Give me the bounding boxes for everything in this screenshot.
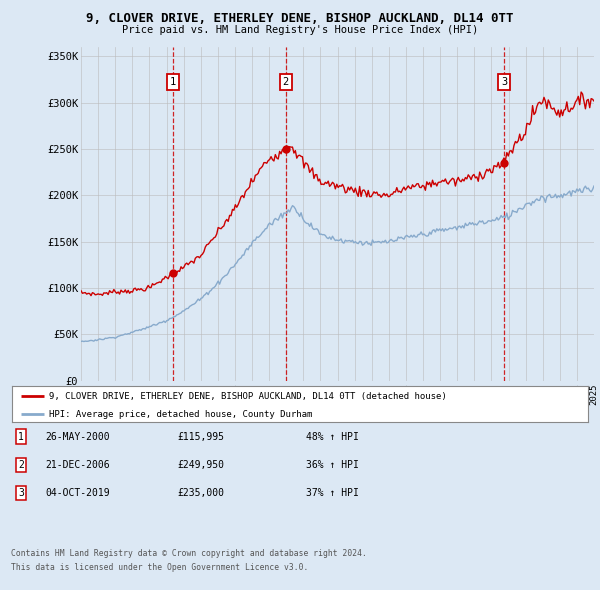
Text: 3: 3 bbox=[501, 77, 508, 87]
Text: Contains HM Land Registry data © Crown copyright and database right 2024.: Contains HM Land Registry data © Crown c… bbox=[11, 549, 367, 558]
Text: 21-DEC-2006: 21-DEC-2006 bbox=[45, 460, 110, 470]
Text: 37% ↑ HPI: 37% ↑ HPI bbox=[306, 489, 359, 498]
Text: £115,995: £115,995 bbox=[177, 432, 224, 441]
Text: 9, CLOVER DRIVE, ETHERLEY DENE, BISHOP AUCKLAND, DL14 0TT (detached house): 9, CLOVER DRIVE, ETHERLEY DENE, BISHOP A… bbox=[49, 392, 447, 401]
Text: 36% ↑ HPI: 36% ↑ HPI bbox=[306, 460, 359, 470]
Text: 2: 2 bbox=[283, 77, 289, 87]
Text: Price paid vs. HM Land Registry's House Price Index (HPI): Price paid vs. HM Land Registry's House … bbox=[122, 25, 478, 35]
Text: 2: 2 bbox=[18, 460, 24, 470]
Text: £249,950: £249,950 bbox=[177, 460, 224, 470]
Text: 04-OCT-2019: 04-OCT-2019 bbox=[45, 489, 110, 498]
Text: This data is licensed under the Open Government Licence v3.0.: This data is licensed under the Open Gov… bbox=[11, 563, 308, 572]
Text: 3: 3 bbox=[18, 489, 24, 498]
Text: 1: 1 bbox=[170, 77, 176, 87]
Text: 1: 1 bbox=[18, 432, 24, 441]
Text: 26-MAY-2000: 26-MAY-2000 bbox=[45, 432, 110, 441]
Text: £235,000: £235,000 bbox=[177, 489, 224, 498]
Text: 9, CLOVER DRIVE, ETHERLEY DENE, BISHOP AUCKLAND, DL14 0TT: 9, CLOVER DRIVE, ETHERLEY DENE, BISHOP A… bbox=[86, 12, 514, 25]
Text: HPI: Average price, detached house, County Durham: HPI: Average price, detached house, Coun… bbox=[49, 409, 313, 418]
Text: 48% ↑ HPI: 48% ↑ HPI bbox=[306, 432, 359, 441]
